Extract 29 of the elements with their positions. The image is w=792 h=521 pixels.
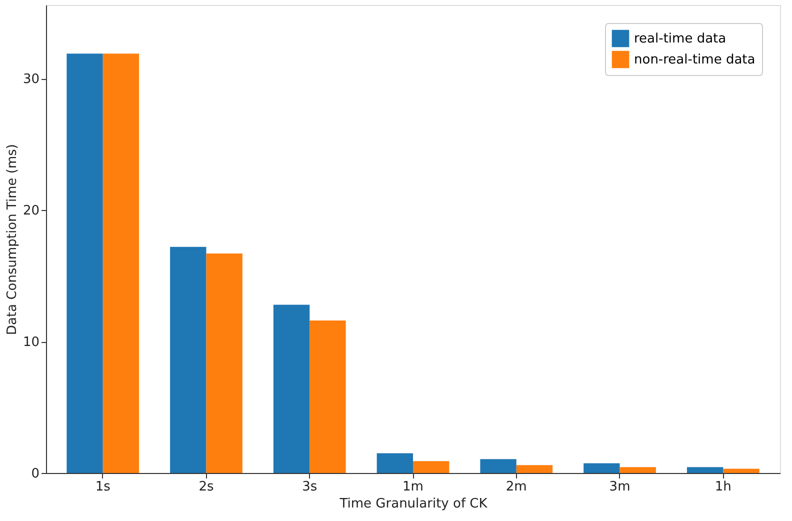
- x-tick-label: 1m: [402, 480, 424, 494]
- bar: [66, 54, 103, 473]
- bar: [206, 253, 242, 473]
- legend-label: non-real-time data: [634, 52, 756, 68]
- x-tick-label: 3s: [302, 480, 318, 494]
- bar: [584, 463, 620, 473]
- bar: [170, 246, 206, 473]
- x-tick-label: 3m: [609, 480, 630, 494]
- y-tick-label: 0: [31, 466, 40, 482]
- x-tick-label: 1h: [714, 480, 732, 494]
- bar: [376, 453, 413, 473]
- bar: [102, 54, 140, 473]
- bar: [516, 465, 553, 473]
- y-axis-title: Data Consumption Time (ms): [4, 144, 20, 335]
- bar: [413, 461, 450, 473]
- bar: [310, 320, 346, 473]
- legend-label: real-time data: [634, 32, 726, 46]
- x-tick-label: 2s: [198, 480, 214, 494]
- x-tick-label: 1s: [95, 480, 111, 494]
- y-tick-label: 20: [22, 204, 40, 219]
- bar: [620, 467, 656, 473]
- x-tick-label: 2m: [506, 480, 527, 494]
- y-tick-label: 10: [22, 335, 40, 350]
- x-axis-title: Time Granularity of CK: [338, 496, 488, 512]
- bar: [480, 459, 516, 473]
- bar: [686, 467, 724, 473]
- bar: [273, 304, 310, 473]
- y-tick-label: 30: [22, 72, 40, 88]
- bar: [723, 468, 760, 473]
